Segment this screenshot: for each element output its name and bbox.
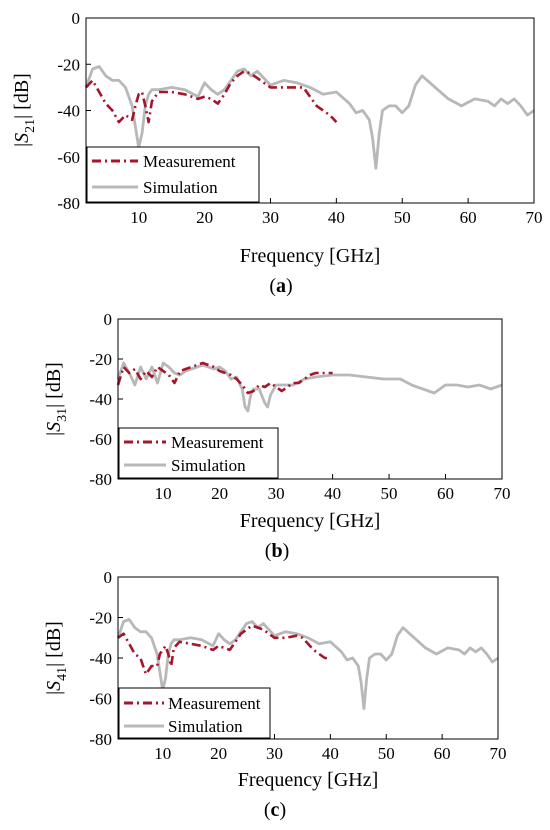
panel-b-series-simulation-line (116, 361, 503, 413)
panel-b-x-ticks: 10 20 30 40 50 60 70 (155, 474, 511, 503)
panel-a-y-tick-label: 0 (72, 9, 81, 28)
panel-c-y-ticks: 0 -20 -40 -60 -80 (89, 568, 123, 749)
panel-a-caption: (a) (269, 275, 292, 297)
panel-b-legend-measurement-label: Measurement (171, 433, 264, 452)
panel-b-y-tick-label: -40 (89, 390, 112, 409)
panel-a-x-axis-label: Frequency [GHz] (240, 245, 381, 267)
panel-c-x-tick-label: 40 (322, 744, 339, 763)
panel-b-caption: (b) (265, 540, 289, 562)
panel-a-x-tick-label: 50 (394, 208, 411, 227)
panel-c-x-tick-label: 60 (434, 744, 451, 763)
panel-c-x-tick-label: 10 (154, 744, 171, 763)
panel-b: 10 20 30 40 50 60 70 0 -20 -40 -60 -80 Measurement… (43, 310, 511, 562)
panel-a-y-tick-label: -20 (57, 55, 80, 74)
panel-b-series-measurement-line (116, 361, 333, 395)
panel-b-x-tick-label: 70 (494, 484, 511, 503)
panel-b-y-tick-label: -60 (89, 430, 112, 449)
panel-c-x-tick-label: 50 (378, 744, 395, 763)
panel-b-x-axis-label: Frequency [GHz] (240, 510, 381, 532)
panel-c-x-tick-label: 70 (490, 744, 507, 763)
panel-a-y-tick-label: -60 (57, 148, 80, 167)
panel-c-series-simulation-line (116, 618, 499, 710)
panel-a-x-tick-label: 30 (262, 208, 279, 227)
panel-a-x-tick-label: 20 (196, 208, 213, 227)
panel-b-x-tick-label: 30 (268, 484, 285, 503)
panel-b-legend-box (118, 427, 279, 479)
panel-a-legend: Measurement Simulation (86, 146, 260, 203)
panel-b-x-tick-label: 50 (381, 484, 398, 503)
panel-a-plot-marks (84, 65, 535, 170)
panel-a-x-tick-label: 60 (460, 208, 477, 227)
panel-a-x-tick-label: 10 (130, 208, 147, 227)
panel-b-x-tick-label: 10 (155, 484, 172, 503)
panel-c-x-tick-label: 20 (210, 744, 227, 763)
panel-a-y-tick-label: -40 (57, 102, 80, 121)
panel-b-y-ticks: 0 -20 -40 -60 -80 (89, 310, 123, 489)
panel-c-legend-measurement-label: Measurement (168, 694, 261, 713)
panel-a-series-measurement-line (85, 69, 338, 124)
panel-b-y-axis-label: |S31| [dB] (43, 362, 70, 436)
panel-a-series-simulation-line (84, 65, 535, 170)
panel-b-y-tick-label: 0 (104, 310, 113, 329)
panel-c-plot-marks (116, 618, 499, 710)
panel-a-y-tick-label: -80 (57, 194, 80, 213)
panel-c-y-tick-label: -40 (89, 649, 112, 668)
panel-a: 10 20 30 40 50 60 70 0 -20 -40 -60 -80 Measurement… (11, 9, 543, 297)
panel-b-legend: Measurement Simulation (118, 427, 279, 479)
panel-a-x-tick-label: 40 (328, 208, 345, 227)
panel-c-y-tick-label: -80 (89, 730, 112, 749)
panel-a-legend-box (86, 146, 260, 203)
panel-a-y-axis-label: |S21| [dB] (11, 73, 38, 147)
panel-c-x-axis-label: Frequency [GHz] (238, 769, 379, 791)
panel-c-caption: (c) (264, 799, 286, 821)
panel-b-y-tick-label: -80 (89, 470, 112, 489)
panel-b-legend-simulation-label: Simulation (171, 456, 246, 475)
panel-b-x-tick-label: 20 (211, 484, 228, 503)
panel-b-y-tick-label: -20 (89, 350, 112, 369)
panel-a-x-tick-label: 70 (526, 208, 543, 227)
panel-c-series-measurement-line (117, 624, 331, 676)
panel-c-y-tick-label: -60 (89, 690, 112, 709)
panel-a-x-ticks: 10 20 30 40 50 60 70 (130, 198, 543, 227)
panel-c: 10 20 30 40 50 60 70 0 -20 -40 -60 -80 Measurement… (43, 568, 507, 821)
panel-a-legend-simulation-label: Simulation (143, 178, 218, 197)
panel-c-y-tick-label: 0 (104, 568, 113, 587)
panel-c-legend-simulation-label: Simulation (168, 717, 243, 736)
panel-b-plot-marks (116, 361, 503, 413)
panel-c-x-tick-label: 30 (266, 744, 283, 763)
panel-c-y-tick-label: -20 (89, 609, 112, 628)
panel-a-y-ticks: 0 -20 -40 -60 -80 (57, 9, 91, 213)
panel-c-legend: Measurement Simulation (118, 687, 271, 739)
panel-c-x-ticks: 10 20 30 40 50 60 70 (154, 734, 507, 763)
panel-c-legend-box (118, 687, 271, 739)
panel-a-legend-measurement-label: Measurement (143, 152, 236, 171)
panel-b-x-tick-label: 40 (324, 484, 341, 503)
panel-c-y-axis-label: |S41| [dB] (43, 621, 70, 695)
panel-b-x-tick-label: 60 (437, 484, 454, 503)
